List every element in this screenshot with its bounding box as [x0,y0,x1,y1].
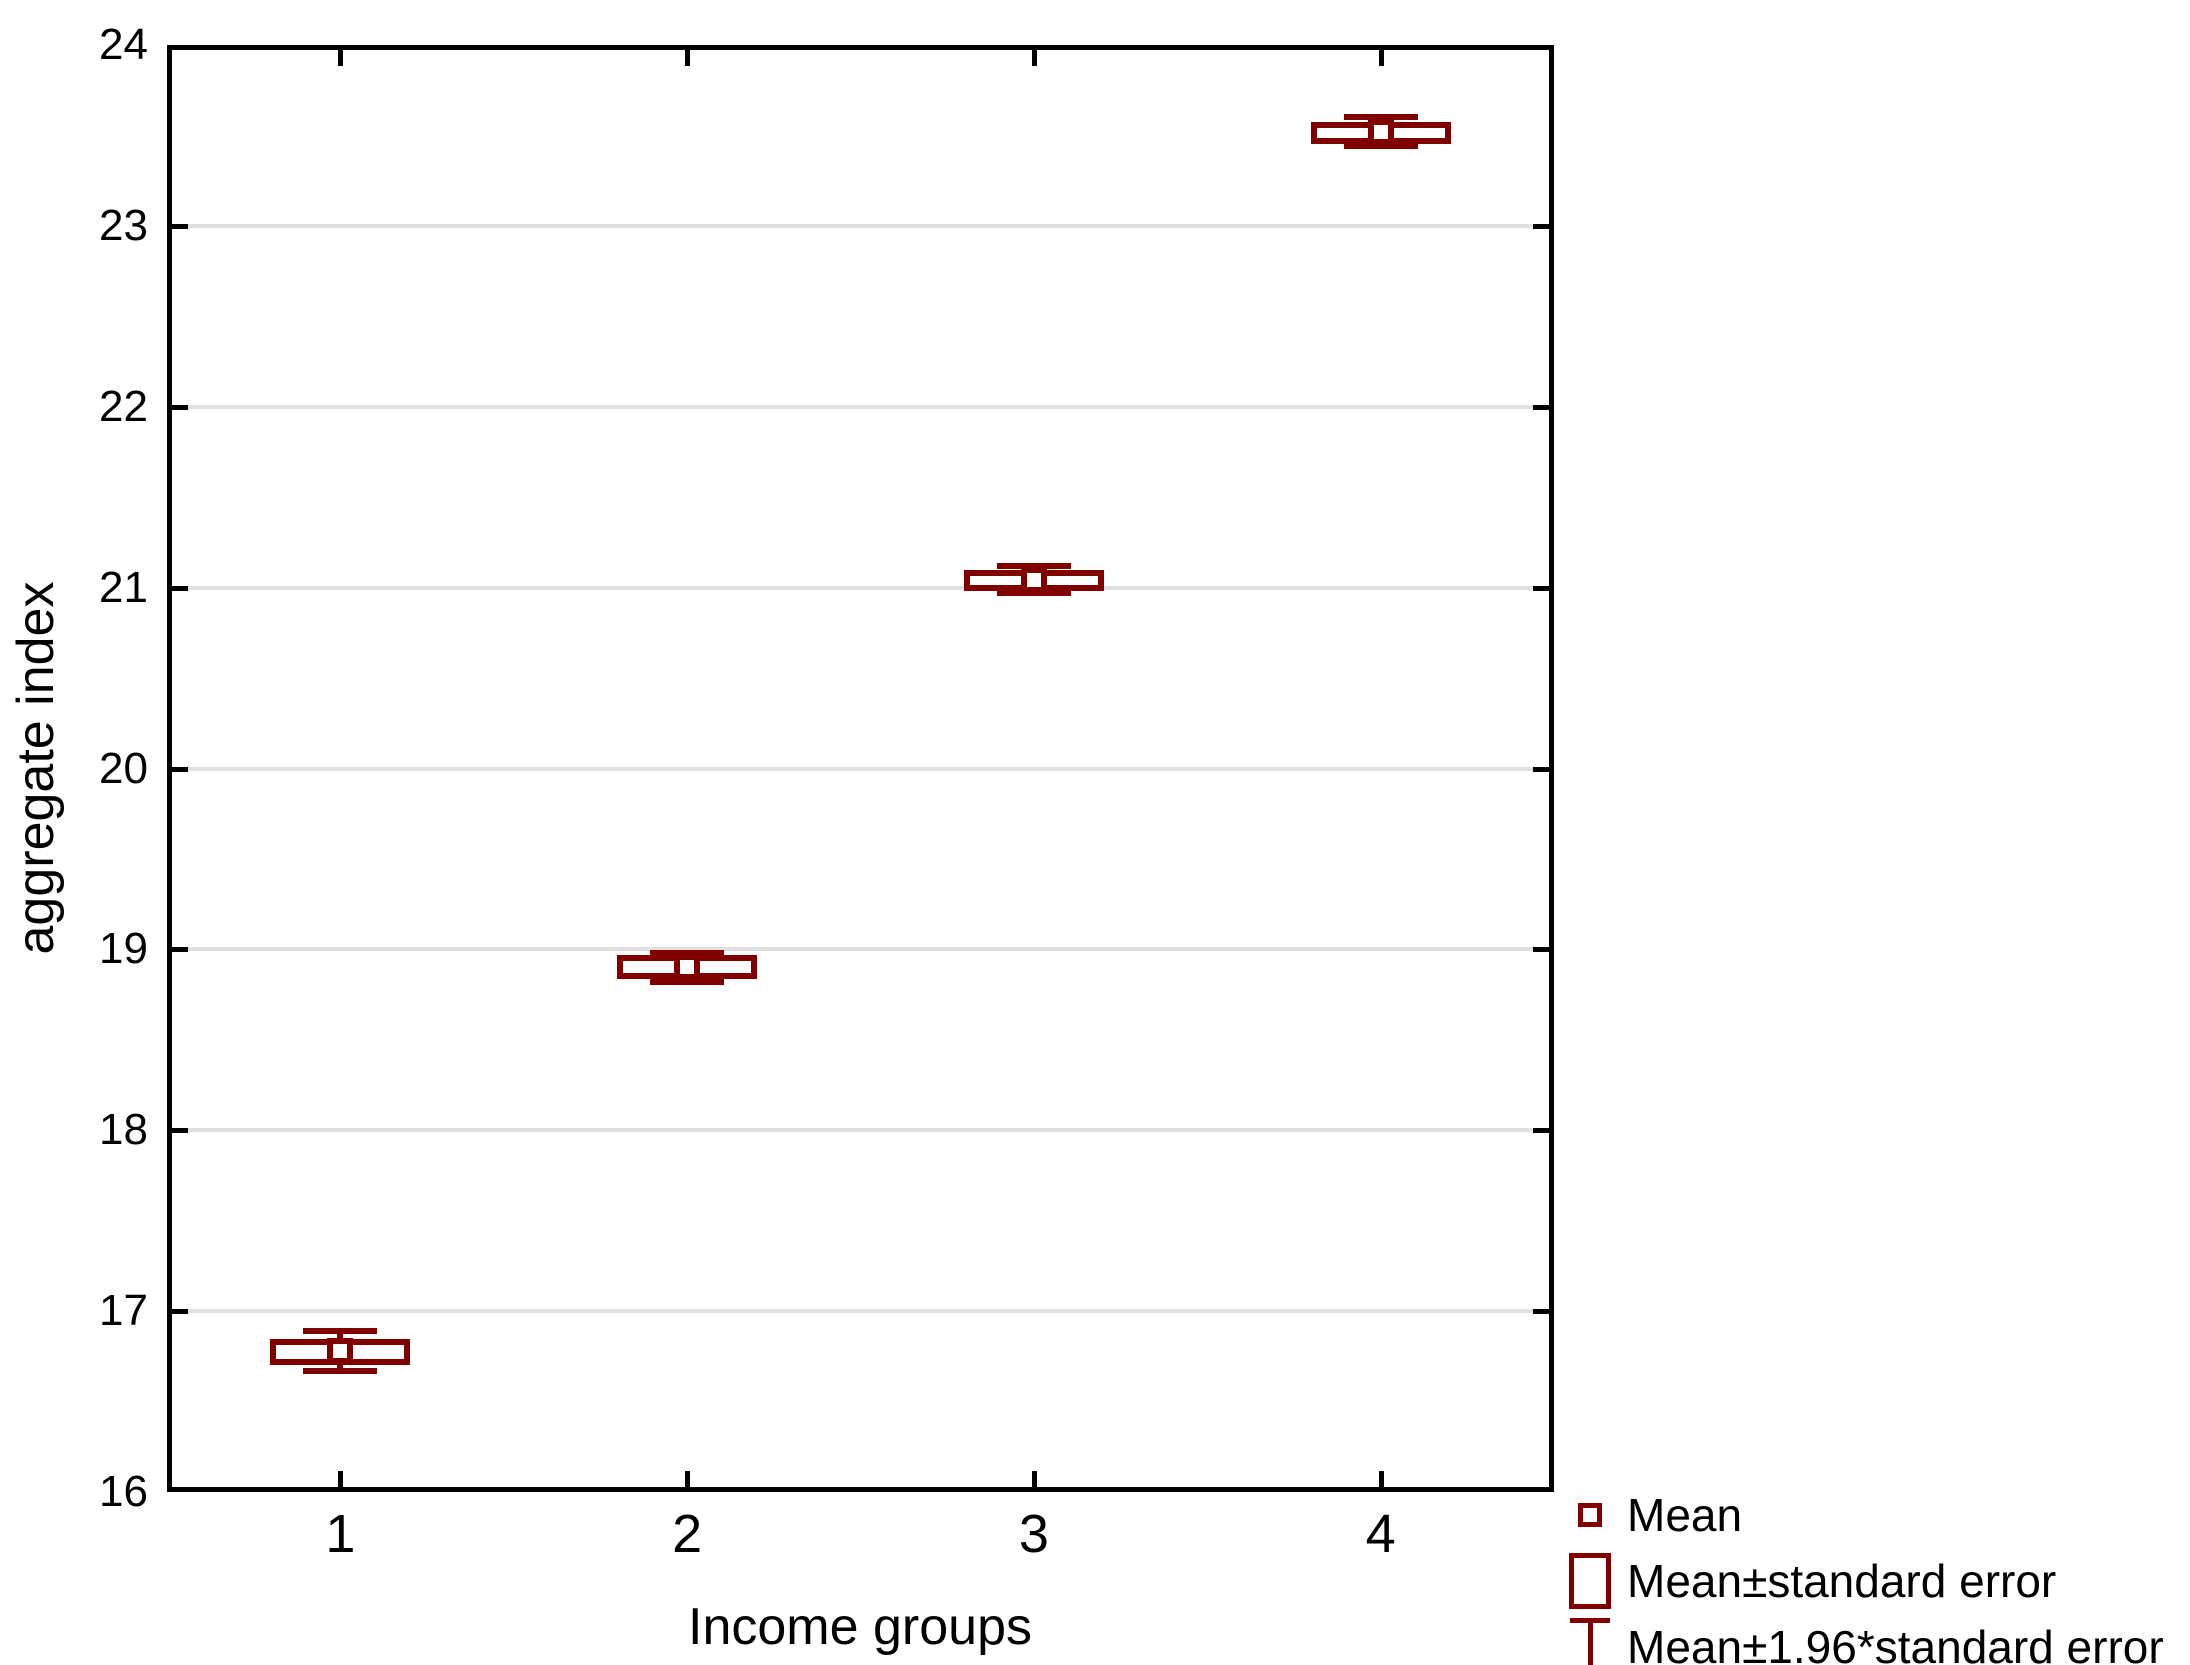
y-tick-label: 16 [99,1467,148,1516]
x-tick-bottom [338,1471,344,1487]
y-tick-right [1533,1128,1549,1134]
whisker-cap-bottom [650,978,725,985]
gridline [172,1128,1549,1133]
gridline [172,947,1549,952]
mean-square-icon [1578,1503,1602,1527]
whisker-cap-top [650,949,725,956]
se-box-icon [1569,1553,1611,1609]
legend: Mean Mean±standard error Mean±1.96*stand… [1563,1482,2164,1665]
gridline [172,1309,1549,1314]
whisker-cap-top [996,562,1071,569]
legend-item-mean: Mean [1563,1482,2164,1548]
legend-item-standard-error: Mean±standard error [1563,1548,2164,1614]
y-tick-right [1533,585,1549,591]
whisker-cap-top [303,1328,378,1335]
y-tick-label: 24 [99,20,148,69]
plot-border-top [167,45,1554,50]
plot-border-right [1549,45,1554,1492]
mean-marker [674,954,701,981]
x-tick-label: 3 [1018,1504,1049,1564]
y-tick-right [1533,766,1549,772]
plot-border-left [167,45,172,1492]
x-tick-top [685,50,691,66]
y-tick-left [172,1128,188,1134]
whisker-cap-bottom [303,1367,378,1374]
mean-marker [1020,567,1047,594]
legend-label-mean: Mean [1627,1489,1743,1541]
whisker-ibeam-icon [1570,1618,1610,1665]
gridline [172,585,1549,590]
legend-label-standard-error: Mean±standard error [1627,1555,2057,1607]
y-tick-label: 21 [99,562,148,612]
whisker-cap-bottom [1343,143,1418,150]
x-tick-bottom [1031,1471,1037,1487]
y-tick-label: 20 [99,743,148,793]
y-tick-left [172,766,188,772]
x-tick-label: 1 [325,1504,356,1564]
x-tick-top [1031,50,1037,66]
y-tick-label: 19 [99,924,148,974]
y-tick-label: 22 [99,381,148,431]
x-tick-label: 2 [672,1504,703,1564]
gridline [172,223,1549,228]
y-tick-left [172,223,188,229]
y-tick-right [1533,947,1549,953]
y-tick-right [1533,1309,1549,1315]
x-tick-bottom [685,1471,691,1487]
y-tick-right [1533,404,1549,410]
y-tick-left [172,404,188,410]
plot-area [167,45,1554,1492]
y-tick-label: 18 [99,1105,148,1155]
legend-label-confidence-interval: Mean±1.96*standard error [1627,1621,2164,1665]
y-tick-right [1533,223,1549,229]
x-tick-label: 4 [1365,1504,1396,1564]
plot-border-bottom [167,1487,1554,1492]
y-tick-label: 23 [99,200,148,250]
mean-marker [327,1337,354,1364]
legend-item-confidence-interval: Mean±1.96*standard error [1563,1614,2164,1665]
x-tick-bottom [1378,1471,1384,1487]
x-tick-top [338,50,344,66]
gridline [172,766,1549,771]
y-tick-label: 17 [99,1286,148,1336]
y-tick-left [172,947,188,953]
gridline [172,404,1549,409]
x-tick-top [1378,50,1384,66]
y-tick-left [172,585,188,591]
x-axis-title: Income groups [688,1598,1032,1656]
whisker-cap-top [1343,114,1418,121]
y-tick-left [172,1309,188,1315]
mean-marker [1367,118,1394,145]
